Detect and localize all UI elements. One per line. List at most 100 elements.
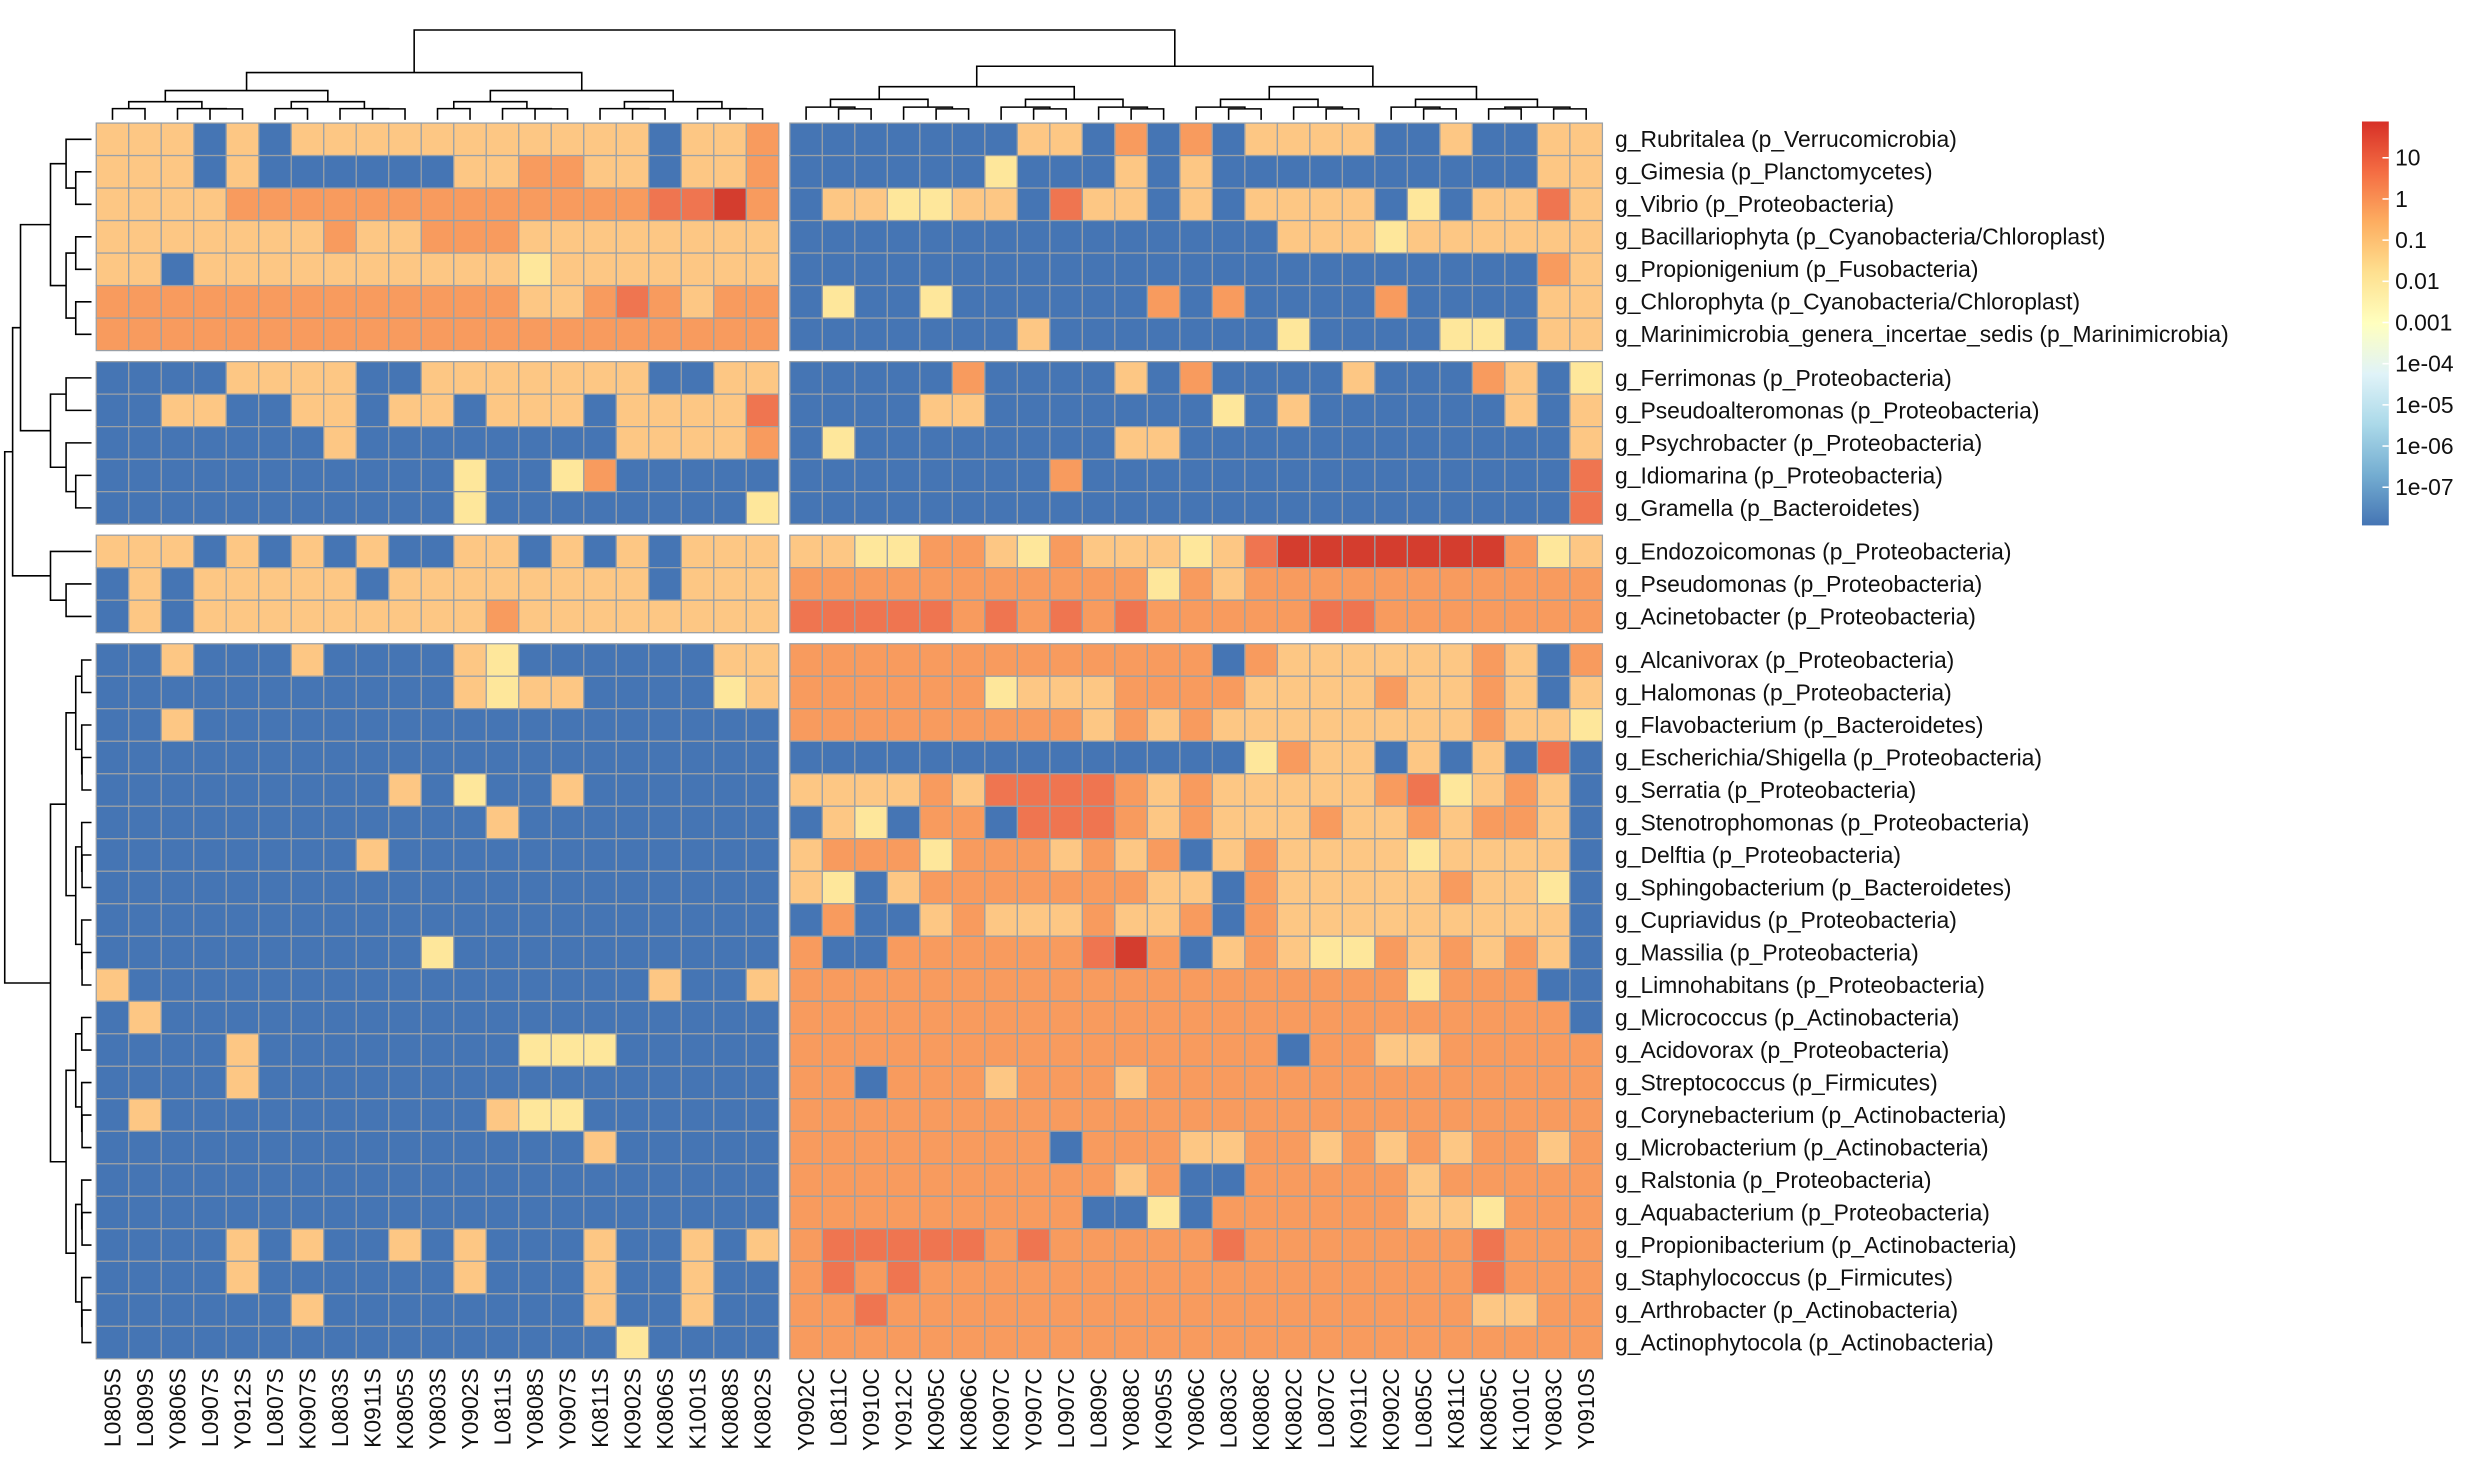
heatmap-cell <box>225 1065 260 1100</box>
column-label: Y0910S <box>1573 1368 1599 1449</box>
heatmap-cell <box>1211 317 1246 352</box>
heatmap-cell <box>1211 1033 1246 1067</box>
heatmap-cell <box>713 284 747 319</box>
heatmap-cell <box>290 1293 325 1327</box>
heatmap-cell <box>745 1000 780 1035</box>
heatmap-cell <box>1114 1260 1149 1295</box>
heatmap-cell <box>1146 1325 1181 1360</box>
heatmap-cell <box>1211 567 1246 601</box>
heatmap-cell <box>485 154 520 189</box>
heatmap-cell <box>1504 1098 1539 1132</box>
heatmap-cell <box>1536 122 1571 157</box>
heatmap-cell <box>789 1228 823 1262</box>
row-label: g_Serratia (p_Proteobacteria) <box>1615 777 1916 803</box>
heatmap-cell <box>290 1228 325 1262</box>
heatmap-cell <box>1179 154 1214 189</box>
heatmap-cell <box>160 740 195 775</box>
heatmap-cell <box>1341 122 1376 157</box>
heatmap-cell <box>648 317 682 352</box>
heatmap-cell <box>518 426 552 460</box>
heatmap-cell <box>1439 1325 1474 1360</box>
heatmap-cell <box>1341 491 1376 525</box>
heatmap-cell <box>1016 1163 1051 1197</box>
heatmap-cell <box>323 284 357 319</box>
heatmap-cell <box>1374 1033 1409 1067</box>
heatmap-cell <box>583 252 617 287</box>
heatmap-cell <box>680 838 715 872</box>
heatmap-cell <box>193 122 227 157</box>
heatmap-cell <box>1374 1228 1409 1262</box>
heatmap-cell <box>821 122 856 157</box>
heatmap-cell <box>1049 1195 1084 1230</box>
heatmap-cell <box>1569 1195 1604 1230</box>
heatmap-cell <box>984 968 1018 1002</box>
heatmap-cell <box>615 154 650 189</box>
heatmap-cell <box>1049 968 1084 1002</box>
heatmap-cell <box>1146 393 1181 428</box>
heatmap-cell <box>1406 1293 1441 1327</box>
heatmap-cell <box>453 458 487 493</box>
heatmap-cell <box>95 1033 130 1067</box>
heatmap-cell <box>193 1325 227 1360</box>
heatmap-cell <box>1114 154 1149 189</box>
heatmap-cell <box>886 903 921 937</box>
heatmap-cell <box>518 968 552 1002</box>
heatmap-cell <box>886 1000 921 1035</box>
heatmap-cell <box>951 1163 986 1197</box>
heatmap-cell <box>485 1195 520 1230</box>
heatmap-cell <box>1309 187 1344 222</box>
heatmap-cell <box>323 219 357 254</box>
heatmap-cell <box>1244 643 1279 677</box>
heatmap-cell <box>95 773 130 807</box>
heatmap-cell <box>1146 740 1181 775</box>
heatmap-cell <box>290 567 325 601</box>
heatmap-cell <box>1049 122 1084 157</box>
heatmap-cell <box>951 317 986 352</box>
heatmap-cell <box>225 1260 260 1295</box>
heatmap-cell <box>193 491 227 525</box>
heatmap-cell <box>550 1000 585 1035</box>
dendrogram-branch <box>74 171 92 206</box>
heatmap-cell <box>854 935 888 970</box>
heatmap-cell <box>1374 870 1409 905</box>
heatmap-cell <box>1179 599 1214 634</box>
heatmap-cell <box>680 599 715 634</box>
heatmap-cell <box>583 317 617 352</box>
heatmap-cell <box>1341 838 1376 872</box>
heatmap-cell <box>1569 567 1604 601</box>
heatmap-cell <box>1049 643 1084 677</box>
heatmap-cell <box>1374 219 1409 254</box>
heatmap-cell <box>821 708 856 742</box>
heatmap-cell <box>886 968 921 1002</box>
heatmap-cell <box>1439 708 1474 742</box>
heatmap-cell <box>160 317 195 352</box>
heatmap-cell <box>1049 187 1084 222</box>
heatmap-cell <box>1341 870 1376 905</box>
heatmap-cell <box>290 773 325 807</box>
heatmap-cell <box>128 599 162 634</box>
heatmap-cell <box>1471 838 1506 872</box>
heatmap-cell <box>648 805 682 840</box>
heatmap-cell <box>789 567 823 601</box>
heatmap-cell <box>1211 1195 1246 1230</box>
heatmap-cell <box>1016 708 1051 742</box>
heatmap-cell <box>518 284 552 319</box>
heatmap-cell <box>1081 805 1116 840</box>
heatmap-cell <box>1374 1325 1409 1360</box>
heatmap-cell <box>821 426 856 460</box>
heatmap-cell <box>128 870 162 905</box>
heatmap-cell <box>1309 317 1344 352</box>
heatmap-cell <box>1179 773 1214 807</box>
heatmap-cell <box>1244 458 1279 493</box>
heatmap-cell <box>1504 491 1539 525</box>
heatmap-cell <box>1244 252 1279 287</box>
heatmap-cell <box>745 1228 780 1262</box>
heatmap-cell <box>1569 1163 1604 1197</box>
column-label: Y0808C <box>1118 1368 1144 1451</box>
dendrogram-branch <box>975 65 1374 87</box>
heatmap-cell <box>95 708 130 742</box>
heatmap-cell <box>1211 252 1246 287</box>
heatmap-cell <box>984 284 1018 319</box>
column-label: L0811S <box>489 1368 515 1445</box>
heatmap-cell <box>648 154 682 189</box>
